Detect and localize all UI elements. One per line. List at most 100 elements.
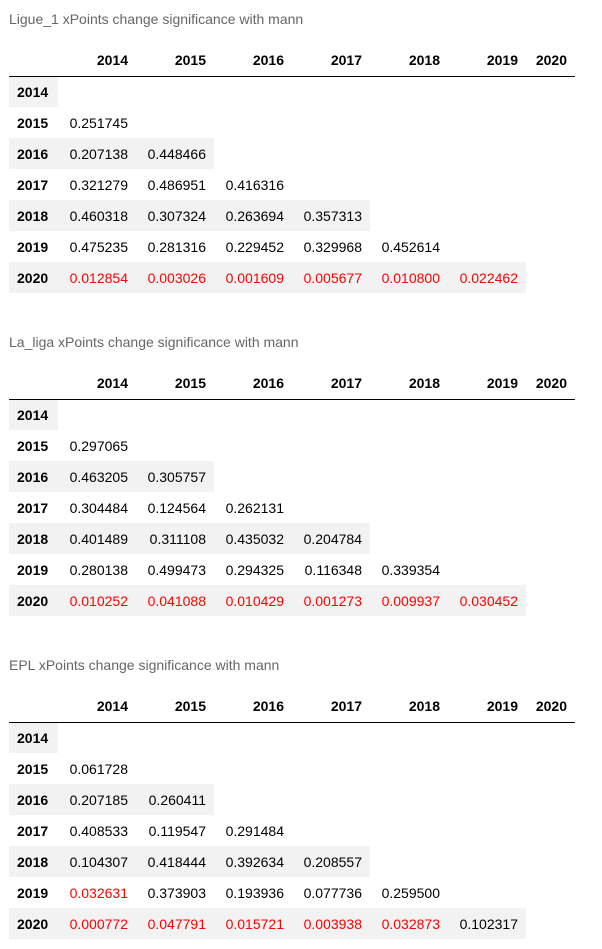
table-cell: 0.294325: [225, 561, 284, 578]
table-row: 2020 0.010252 0.041088 0.010429 0.001273 0.00…: [9, 585, 575, 616]
row-header: 2015: [17, 437, 49, 454]
column-header-2018: 2018: [370, 367, 448, 400]
empty-cell: [448, 492, 526, 523]
empty-cell: [448, 753, 526, 784]
column-header-2019: 2019: [448, 367, 526, 400]
table-caption: Ligue_1 xPoints change significance with…: [9, 11, 304, 27]
table-cell: 0.204784: [292, 523, 370, 554]
table-cell: 0.297065: [69, 437, 128, 454]
empty-cell: [526, 231, 575, 262]
empty-cell: [370, 784, 448, 815]
empty-cell: [526, 76, 575, 107]
table-row: 2018 0.460318 0.307324 0.263694 0.357313: [9, 200, 575, 231]
empty-cell: [214, 107, 292, 138]
empty-cell: [526, 399, 575, 430]
empty-cell: [526, 877, 575, 908]
table-cell: 0.207138: [58, 138, 136, 169]
table-row: 2016 0.463205 0.305757: [9, 461, 575, 492]
row-header: 2014: [9, 722, 58, 753]
corner-cell: [9, 44, 58, 77]
empty-cell: [136, 430, 214, 461]
column-header-2018: 2018: [370, 690, 448, 723]
column-header-2014: 2014: [58, 690, 136, 723]
empty-cell: [58, 76, 136, 107]
table-row: 2018 0.104307 0.418444 0.392634 0.208557: [9, 846, 575, 877]
table-cell: 0.339354: [381, 561, 440, 578]
table-cell: 0.435032: [214, 523, 292, 554]
empty-cell: [448, 784, 526, 815]
empty-cell: [292, 107, 370, 138]
empty-cell: [292, 461, 370, 492]
table-cell: 0.452614: [381, 238, 440, 255]
table-row: 2017 0.304484 0.124564 0.262131: [9, 492, 575, 523]
empty-cell: [214, 461, 292, 492]
row-header: 2018: [9, 846, 58, 877]
table-row: 2019 0.032631 0.373903 0.193936 0.077736 0.25…: [9, 877, 575, 908]
table-cell: 0.392634: [214, 846, 292, 877]
empty-cell: [448, 169, 526, 200]
ligue1-table-block: Ligue_1 xPoints change significance with…: [9, 9, 575, 293]
empty-cell: [292, 76, 370, 107]
table-cell: 0.418444: [136, 846, 214, 877]
empty-cell: [448, 107, 526, 138]
column-header-2015: 2015: [136, 367, 214, 400]
header-row: 2014 2015 2016 2017 2018 2019 2020: [9, 367, 575, 400]
empty-cell: [370, 722, 448, 753]
empty-cell: [526, 169, 575, 200]
row-header: 2020: [9, 585, 58, 616]
column-header-2017: 2017: [292, 690, 370, 723]
row-header: 2017: [17, 176, 49, 193]
table-cell: 0.010252: [58, 585, 136, 616]
table-cell: 0.307324: [136, 200, 214, 231]
column-header-2020: 2020: [526, 690, 575, 723]
empty-cell: [448, 877, 526, 908]
table-cell: 0.022462: [448, 262, 526, 293]
empty-cell: [526, 908, 575, 939]
empty-cell: [526, 753, 575, 784]
empty-cell: [370, 492, 448, 523]
column-header-2018: 2018: [370, 44, 448, 77]
table-cell: 0.102317: [448, 908, 526, 939]
table-cell: 0.124564: [147, 499, 206, 516]
empty-cell: [526, 430, 575, 461]
row-header: 2019: [17, 884, 49, 901]
empty-cell: [58, 399, 136, 430]
laliga-table-block: La_liga xPoints change significance with…: [9, 332, 575, 616]
significance-table: 2014 2015 2016 2017 2018 2019 2020 2014 2015 0.06…: [9, 690, 575, 939]
empty-cell: [526, 846, 575, 877]
table-cell: 0.280138: [69, 561, 128, 578]
empty-cell: [526, 784, 575, 815]
empty-cell: [292, 722, 370, 753]
table-cell: 0.208557: [292, 846, 370, 877]
table-cell: 0.229452: [225, 238, 284, 255]
table-cell: 0.448466: [136, 138, 214, 169]
table-cell: 0.291484: [225, 822, 284, 839]
row-header: 2017: [17, 499, 49, 516]
table-cell: 0.263694: [214, 200, 292, 231]
empty-cell: [292, 492, 370, 523]
column-header-2019: 2019: [448, 44, 526, 77]
empty-cell: [136, 722, 214, 753]
empty-cell: [526, 554, 575, 585]
table-cell: 0.262131: [225, 499, 284, 516]
corner-cell: [9, 690, 58, 723]
table-row: 2015 0.061728: [9, 753, 575, 784]
table-cell: 0.001273: [292, 585, 370, 616]
table-cell: 0.061728: [69, 760, 128, 777]
empty-cell: [448, 846, 526, 877]
table-cell: 0.373903: [147, 884, 206, 901]
row-header: 2018: [9, 200, 58, 231]
table-row: 2016 0.207138 0.448466: [9, 138, 575, 169]
empty-cell: [370, 753, 448, 784]
column-header-2020: 2020: [526, 44, 575, 77]
empty-cell: [292, 815, 370, 846]
column-header-2019: 2019: [448, 690, 526, 723]
column-header-2020: 2020: [526, 367, 575, 400]
empty-cell: [214, 430, 292, 461]
table-cell: 0.032631: [69, 884, 128, 901]
table-row: 2015 0.297065: [9, 430, 575, 461]
column-header-2017: 2017: [292, 367, 370, 400]
empty-cell: [370, 76, 448, 107]
empty-cell: [526, 523, 575, 554]
